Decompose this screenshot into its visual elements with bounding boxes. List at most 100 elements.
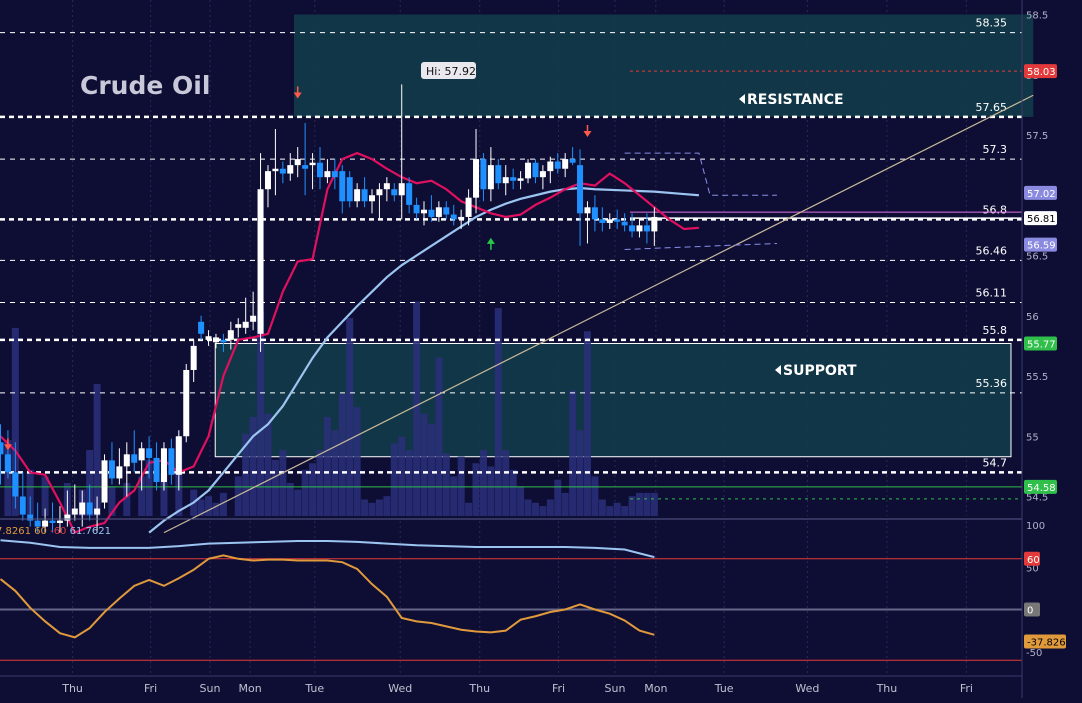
candle-body[interactable] [64,514,71,521]
candle-body[interactable] [614,219,621,222]
candle-body[interactable] [406,183,413,205]
candle-body[interactable] [108,460,115,479]
candle-body[interactable] [49,520,56,524]
candle-body[interactable] [629,225,636,232]
candle-body[interactable] [517,178,524,181]
level-label: 54.7 [983,456,1008,469]
candle-body[interactable] [116,466,123,479]
candle-body[interactable] [287,165,294,174]
candle-body[interactable] [198,321,205,334]
candle-body[interactable] [227,330,234,340]
candle-body[interactable] [480,159,487,190]
candle-body[interactable] [175,436,182,475]
candle-body[interactable] [487,165,494,190]
candle-body[interactable] [577,165,584,214]
candle-body[interactable] [339,171,346,202]
candle-body[interactable] [569,159,576,163]
candle-body[interactable] [146,448,153,458]
candle-body[interactable] [264,171,271,190]
candle-body[interactable] [547,161,554,172]
candle-body[interactable] [19,496,26,515]
candle-body[interactable] [636,225,643,232]
candle-body[interactable] [473,159,480,198]
resistance-zone [293,14,1034,117]
candle-body[interactable] [554,161,561,169]
candle-body[interactable] [606,219,613,223]
candle-body[interactable] [160,448,167,483]
candle-body[interactable] [131,454,138,463]
candle-body[interactable] [443,207,450,215]
candle-body[interactable] [168,448,175,475]
candle-body[interactable] [101,460,108,503]
candle-body[interactable] [34,520,41,527]
candle-body[interactable] [354,189,361,202]
candle-body[interactable] [123,454,130,467]
candle-body[interactable] [458,216,465,220]
candle-body[interactable] [391,189,398,196]
candle-body[interactable] [539,171,546,178]
candle-body[interactable] [138,448,145,461]
candle-body[interactable] [428,209,435,217]
candle-body[interactable] [465,197,472,217]
price-tag-text: 57.02 [1027,189,1056,200]
candle-body[interactable] [212,337,219,343]
candle-body[interactable] [235,324,242,328]
candle-body[interactable] [220,339,227,343]
candle-body[interactable] [599,219,606,223]
price-tick: 55 [1026,432,1039,443]
candle-body[interactable] [495,165,502,184]
candle-body[interactable] [257,189,264,334]
candle-body[interactable] [205,336,212,340]
candle-body[interactable] [190,345,197,370]
candle-body[interactable] [183,369,190,437]
candle-body[interactable] [302,165,309,169]
trendline-layer [163,94,1034,534]
candle-body[interactable] [71,508,78,515]
candle-body[interactable] [361,189,368,202]
candle-body[interactable] [86,502,93,515]
candle-body[interactable] [272,168,279,172]
candle-body[interactable] [94,508,101,515]
candle-body[interactable] [525,162,532,179]
indicator-tag [1024,634,1066,649]
candle-body[interactable] [79,502,86,515]
candle-body[interactable] [383,183,390,190]
candle-body[interactable] [643,225,650,232]
candle-body[interactable] [532,162,539,178]
candle-body[interactable] [42,520,49,527]
candle-body[interactable] [621,221,628,226]
candle-body[interactable] [153,457,160,483]
candle-body[interactable] [376,189,383,196]
candle-body[interactable] [584,207,591,214]
candle-body[interactable] [562,159,569,169]
candle-body[interactable] [510,177,517,181]
candle-body[interactable] [435,207,442,217]
candle-body[interactable] [242,321,249,328]
candle-body[interactable] [421,209,428,214]
resistance-label: RESISTANCE [739,92,844,108]
candle-body[interactable] [250,315,257,322]
candle-body[interactable] [309,162,316,166]
candle-body[interactable] [346,177,353,202]
candle-body[interactable] [398,183,405,196]
candle-body[interactable] [27,514,34,521]
candle-body[interactable] [324,171,331,178]
candle-body[interactable] [331,171,338,178]
candle-body[interactable] [502,177,509,184]
candle-body[interactable] [4,454,11,473]
candle-body[interactable] [591,207,598,220]
candle-body[interactable] [651,216,658,232]
candle-body[interactable] [294,159,301,166]
volume-bar [628,496,636,516]
candle-body[interactable] [0,442,4,455]
candle-body[interactable] [369,195,375,202]
candle-body[interactable] [279,168,286,174]
candle-body[interactable] [56,520,63,524]
candle-body[interactable] [413,204,420,214]
indicator-tick: 100 [1026,521,1045,532]
candle-body[interactable] [450,214,457,220]
candle-body[interactable] [316,162,323,178]
projection-dash [624,242,777,250]
candle-body[interactable] [12,472,19,497]
